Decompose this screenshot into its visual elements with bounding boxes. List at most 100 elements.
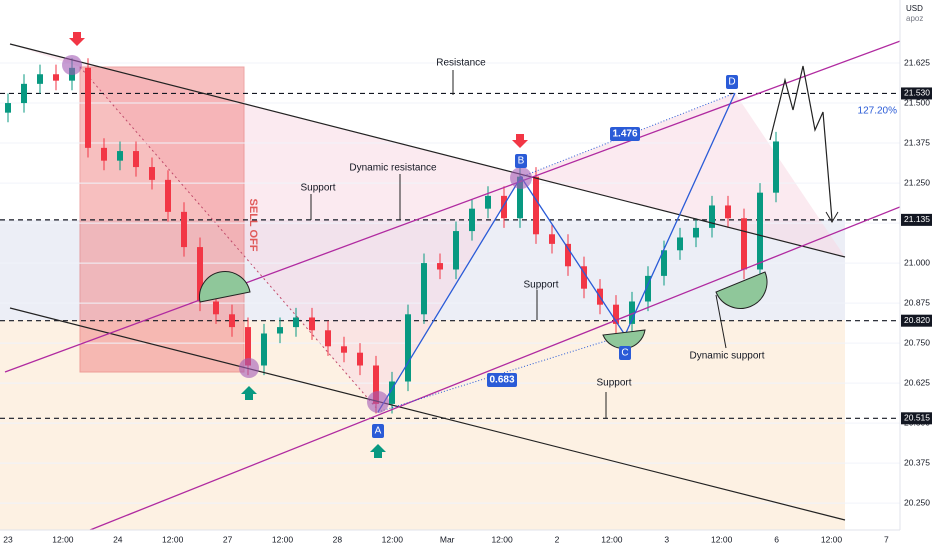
- axis-labels: 21.62521.50021.37521.25021.12521.00020.8…: [3, 57, 932, 544]
- label: SELL OFF: [247, 199, 259, 252]
- x-tick-label: 28: [333, 534, 343, 544]
- label: Support: [596, 378, 631, 389]
- candle-body: [661, 250, 667, 276]
- level-label: 21.530: [904, 88, 930, 98]
- y-tick-label: 21.375: [904, 137, 930, 147]
- level-label: 21.135: [904, 214, 930, 224]
- label: Support: [300, 183, 335, 194]
- label: Dynamic resistance: [349, 163, 437, 174]
- y-tick-label: 20.625: [904, 377, 930, 387]
- drawings: [4, 29, 931, 531]
- curve: [199, 271, 251, 303]
- badge: [619, 346, 631, 360]
- badge-text: C: [621, 348, 628, 359]
- x-tick-label: 12:00: [382, 534, 404, 544]
- candle-body: [101, 147, 107, 161]
- candle-body: [501, 195, 507, 219]
- y-tick-label: 20.750: [904, 337, 930, 347]
- candle-body: [517, 176, 523, 219]
- candles: [5, 58, 779, 414]
- candle-body: [453, 231, 459, 270]
- x-tick-label: 12:00: [162, 534, 184, 544]
- pivot-circle: [239, 358, 259, 378]
- pivot-circle: [62, 55, 82, 75]
- badge-text: 0.683: [489, 375, 514, 386]
- background-layout: [0, 44, 845, 530]
- candle-body: [197, 247, 203, 302]
- label: Support: [523, 280, 558, 291]
- level-box: [901, 412, 932, 425]
- label: Dynamic support: [689, 351, 764, 362]
- projection-arrow: [825, 211, 839, 223]
- x-tick-label: 7: [884, 534, 889, 544]
- candle-body: [245, 327, 251, 366]
- badge: [726, 75, 738, 89]
- label: Resistance: [436, 58, 486, 69]
- candle-body: [741, 218, 747, 270]
- candle-body: [677, 237, 683, 251]
- candle-body: [309, 317, 315, 331]
- badge-text: D: [728, 77, 735, 88]
- candle-body: [725, 205, 731, 219]
- candle-body: [261, 333, 267, 366]
- labels: Resistance Support Dynamic resistance SE…: [247, 58, 897, 438]
- candle-body: [165, 179, 171, 212]
- badge-text: B: [518, 156, 525, 167]
- x-tick-label: 3: [664, 534, 669, 544]
- candle-body: [85, 67, 91, 148]
- y-tick-label: 20.375: [904, 457, 930, 467]
- x-tick-label: 12:00: [491, 534, 513, 544]
- level-box: [901, 213, 932, 226]
- candle-body: [37, 74, 43, 84]
- x-tick-label: 2: [555, 534, 560, 544]
- candle-body: [373, 365, 379, 404]
- x-tick-label: 12:00: [272, 534, 294, 544]
- candle-body: [629, 301, 635, 324]
- author: apoz: [906, 14, 923, 23]
- level-box: [901, 314, 932, 327]
- candle-body: [405, 314, 411, 382]
- candle-body: [565, 243, 571, 267]
- level-box: [901, 87, 932, 100]
- candle-body: [133, 151, 139, 168]
- candle-body: [773, 141, 779, 193]
- candle-body: [757, 192, 763, 270]
- y-tick-label: 20.250: [904, 497, 930, 507]
- badge: [372, 424, 384, 438]
- x-tick-label: 12:00: [601, 534, 623, 544]
- candle-body: [709, 205, 715, 228]
- harmonic: [377, 92, 736, 413]
- candle-body: [469, 208, 475, 232]
- x-tick-label: Mar: [440, 534, 455, 544]
- pointer: [715, 294, 727, 349]
- y-tick-label: 21.625: [904, 57, 930, 67]
- candle-body: [213, 301, 219, 315]
- x-tick-label: 12:00: [821, 534, 843, 544]
- candle-body: [53, 74, 59, 81]
- candle-body: [357, 352, 363, 366]
- candle-body: [325, 330, 331, 347]
- candle-body: [581, 266, 587, 289]
- curve: [715, 271, 768, 309]
- channel-top: [9, 43, 846, 258]
- channel-bottom: [9, 307, 846, 521]
- pivot-circle: [510, 167, 532, 189]
- badge-text: 1.476: [612, 129, 637, 140]
- candle-body: [613, 304, 619, 324]
- candle-body: [437, 263, 443, 270]
- arrow-down: [69, 32, 85, 46]
- candle-body: [277, 327, 283, 334]
- candle-body: [181, 211, 187, 248]
- y-tick-label: 21.250: [904, 177, 930, 187]
- candle-body: [5, 103, 11, 113]
- x-tick-label: 6: [774, 534, 779, 544]
- purple-upper: [4, 29, 931, 373]
- purple-lower: [89, 194, 931, 531]
- y-tick-label: 21.000: [904, 257, 930, 267]
- y-tick-label: 21.500: [904, 97, 930, 107]
- projection: [769, 65, 833, 221]
- candle-body: [485, 195, 491, 209]
- arrow-down: [512, 134, 528, 148]
- pivot-circle: [367, 391, 389, 413]
